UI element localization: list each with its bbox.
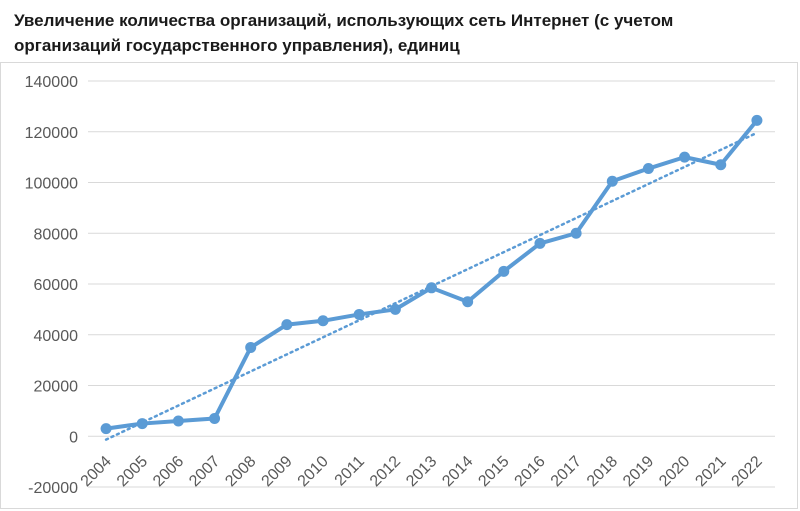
y-tick-label: 80000 bbox=[34, 226, 79, 243]
data-point bbox=[751, 114, 763, 126]
data-point bbox=[462, 296, 474, 308]
x-tick-label: 2005 bbox=[114, 453, 151, 490]
data-point bbox=[317, 315, 329, 327]
y-tick-label: 20000 bbox=[34, 379, 79, 396]
data-point bbox=[715, 159, 727, 171]
y-tick-label: 60000 bbox=[34, 277, 79, 294]
x-tick-label: 2006 bbox=[150, 453, 187, 490]
data-point bbox=[353, 308, 365, 320]
data-point bbox=[606, 175, 618, 187]
x-tick-label: 2019 bbox=[620, 453, 657, 490]
data-point bbox=[534, 237, 546, 249]
x-tick-label: 2012 bbox=[367, 453, 404, 490]
y-tick-label: -20000 bbox=[28, 480, 78, 497]
data-point bbox=[136, 418, 148, 430]
data-point bbox=[498, 265, 510, 277]
x-tick-label: 2009 bbox=[259, 453, 296, 490]
chart-title: Увеличение количества организаций, испол… bbox=[14, 11, 674, 55]
data-point bbox=[426, 282, 437, 294]
x-tick-label: 2008 bbox=[222, 453, 259, 490]
x-tick-label: 2016 bbox=[512, 453, 549, 490]
series-line bbox=[105, 119, 759, 431]
x-tick-label: 2015 bbox=[475, 453, 512, 490]
y-tick-label: 0 bbox=[69, 429, 78, 446]
x-tick-label: 2017 bbox=[548, 453, 585, 490]
data-point bbox=[245, 341, 257, 353]
data-point bbox=[281, 319, 293, 331]
data-point bbox=[172, 415, 184, 427]
data-point bbox=[389, 303, 401, 315]
x-tick-label: 2007 bbox=[186, 453, 223, 490]
x-tick-label: 2021 bbox=[692, 453, 729, 490]
x-tick-label: 2010 bbox=[295, 453, 332, 490]
x-tick-label: 2011 bbox=[332, 453, 368, 489]
data-point bbox=[679, 151, 691, 163]
x-tick-label: 2018 bbox=[584, 453, 621, 490]
y-tick-label: 120000 bbox=[25, 125, 78, 142]
data-point bbox=[209, 412, 221, 424]
x-tick-label: 2022 bbox=[729, 453, 766, 490]
x-tick-label: 2004 bbox=[78, 453, 115, 490]
y-tick-label: 100000 bbox=[25, 176, 78, 193]
data-point bbox=[570, 227, 582, 239]
y-tick-label: 40000 bbox=[34, 328, 79, 345]
chart-frame bbox=[0, 62, 798, 509]
y-tick-label: 140000 bbox=[25, 74, 78, 91]
x-tick-label: 2013 bbox=[403, 453, 440, 490]
x-tick-label: 2020 bbox=[656, 453, 693, 490]
data-point bbox=[642, 163, 654, 175]
data-point bbox=[100, 423, 112, 435]
x-tick-label: 2014 bbox=[439, 453, 476, 490]
